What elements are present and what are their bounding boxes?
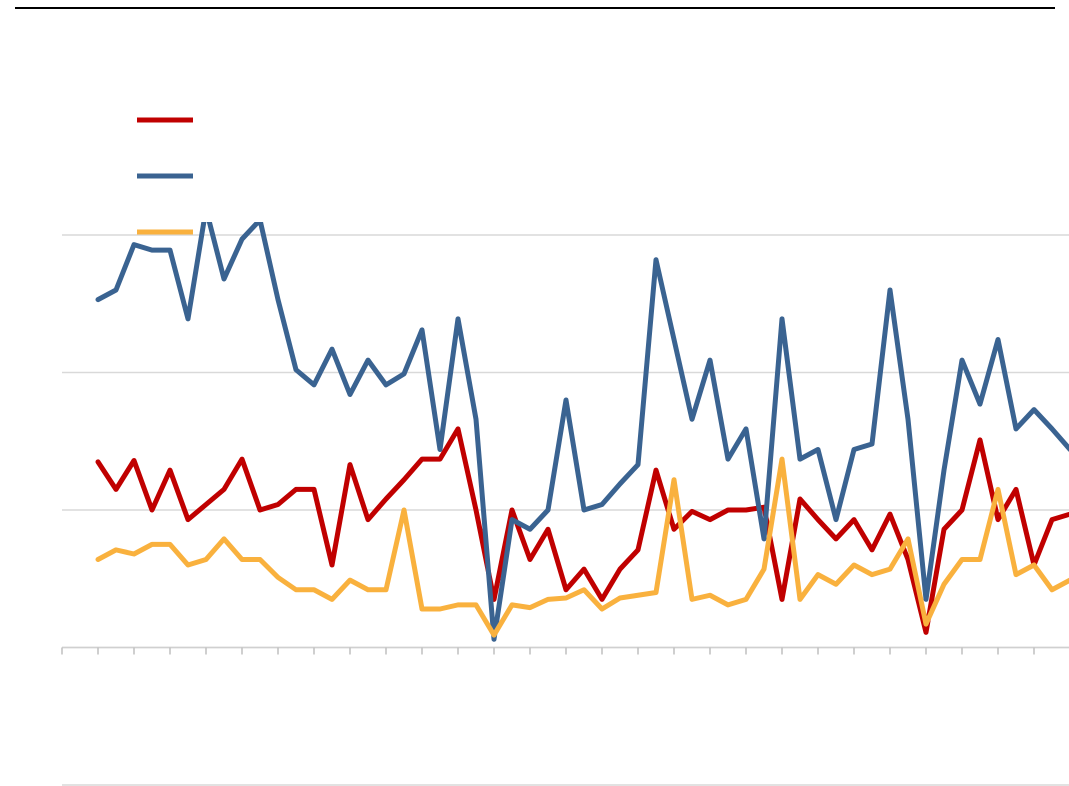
series-line bbox=[95, 456, 1069, 638]
series-line bbox=[95, 222, 1069, 642]
series-line bbox=[95, 426, 1069, 635]
grid bbox=[61, 234, 1069, 786]
plot-area bbox=[95, 222, 1069, 642]
legend bbox=[137, 117, 193, 235]
